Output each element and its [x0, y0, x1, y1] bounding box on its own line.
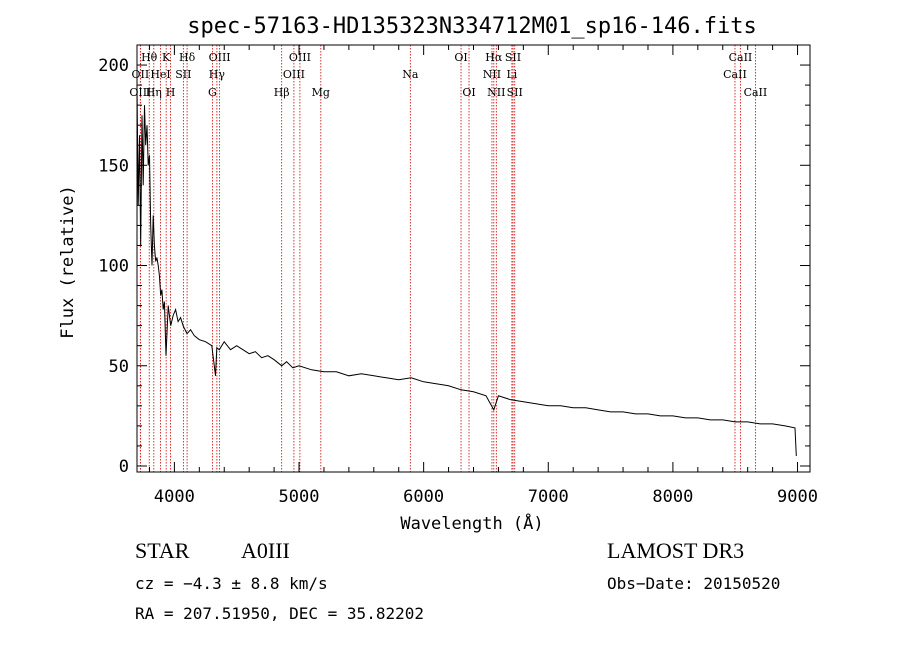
marker-label: OI — [462, 86, 475, 99]
x-tick-label: 5000 — [279, 487, 320, 507]
spectrum-line — [137, 85, 796, 456]
marker-label: SII — [507, 86, 523, 99]
object-subclass: A0III — [241, 538, 290, 564]
survey-name: LAMOST DR3 — [607, 538, 744, 564]
y-tick-label: 150 — [98, 156, 129, 176]
spectrum-series — [137, 85, 796, 456]
x-tick-labels: 4000 5000 6000 7000 8000 9000 — [154, 487, 818, 507]
coordinates: RA = 207.51950, DEC = 35.82202 — [135, 604, 424, 623]
marker-label: CaII — [723, 68, 747, 81]
marker-label: OIII — [289, 51, 311, 64]
x-tick-label: 4000 — [154, 487, 195, 507]
marker-label: OII — [132, 68, 150, 81]
marker-label: CaII — [744, 86, 768, 99]
marker-label: K — [162, 51, 171, 64]
x-tick-label: 6000 — [403, 487, 444, 507]
marker-label: Hγ — [209, 68, 226, 81]
marker-label: HeI — [150, 68, 170, 81]
line-markers — [140, 45, 755, 472]
plot-frame — [137, 45, 810, 472]
redshift-cz: cz = −4.3 ± 8.8 km/s — [135, 574, 328, 593]
marker-label: G — [208, 86, 217, 99]
x-tick-label: 7000 — [528, 487, 569, 507]
chart-title: spec-57163-HD135323N334712M01_sp16-146.f… — [187, 14, 757, 39]
marker-label: SII — [175, 68, 191, 81]
y-axis-label: Flux (relative) — [58, 185, 78, 339]
marker-label: NII — [487, 86, 505, 99]
marker-label: Hη — [146, 86, 162, 99]
y-tick-label: 50 — [109, 357, 129, 377]
x-tick-label: 9000 — [777, 487, 818, 507]
marker-label: OI — [454, 51, 467, 64]
marker-label: Hβ — [274, 86, 290, 99]
object-class: STAR — [135, 538, 189, 564]
marker-label: Li — [506, 68, 517, 81]
x-axis-label: Wavelength (Å) — [400, 512, 543, 534]
y-tick-label: 100 — [98, 257, 129, 277]
marker-label: OIII — [209, 51, 231, 64]
marker-label: Mg — [312, 86, 330, 99]
marker-label: Hα — [485, 51, 503, 64]
marker-label: Na — [402, 68, 419, 81]
marker-label: CaII — [729, 51, 753, 64]
marker-label: H — [166, 86, 176, 99]
marker-label: Hθ — [141, 51, 158, 64]
axis-ticks — [137, 45, 810, 472]
y-tick-labels: 0 50 100 150 200 — [98, 56, 129, 477]
y-tick-label: 0 — [119, 457, 129, 477]
marker-label: Hδ — [179, 51, 196, 64]
y-tick-label: 200 — [98, 56, 129, 76]
marker-label: NII — [483, 68, 501, 81]
observation-date: Obs−Date: 20150520 — [607, 574, 780, 593]
marker-label: OIII — [283, 68, 305, 81]
x-tick-label: 8000 — [652, 487, 693, 507]
marker-label: SII — [505, 51, 521, 64]
